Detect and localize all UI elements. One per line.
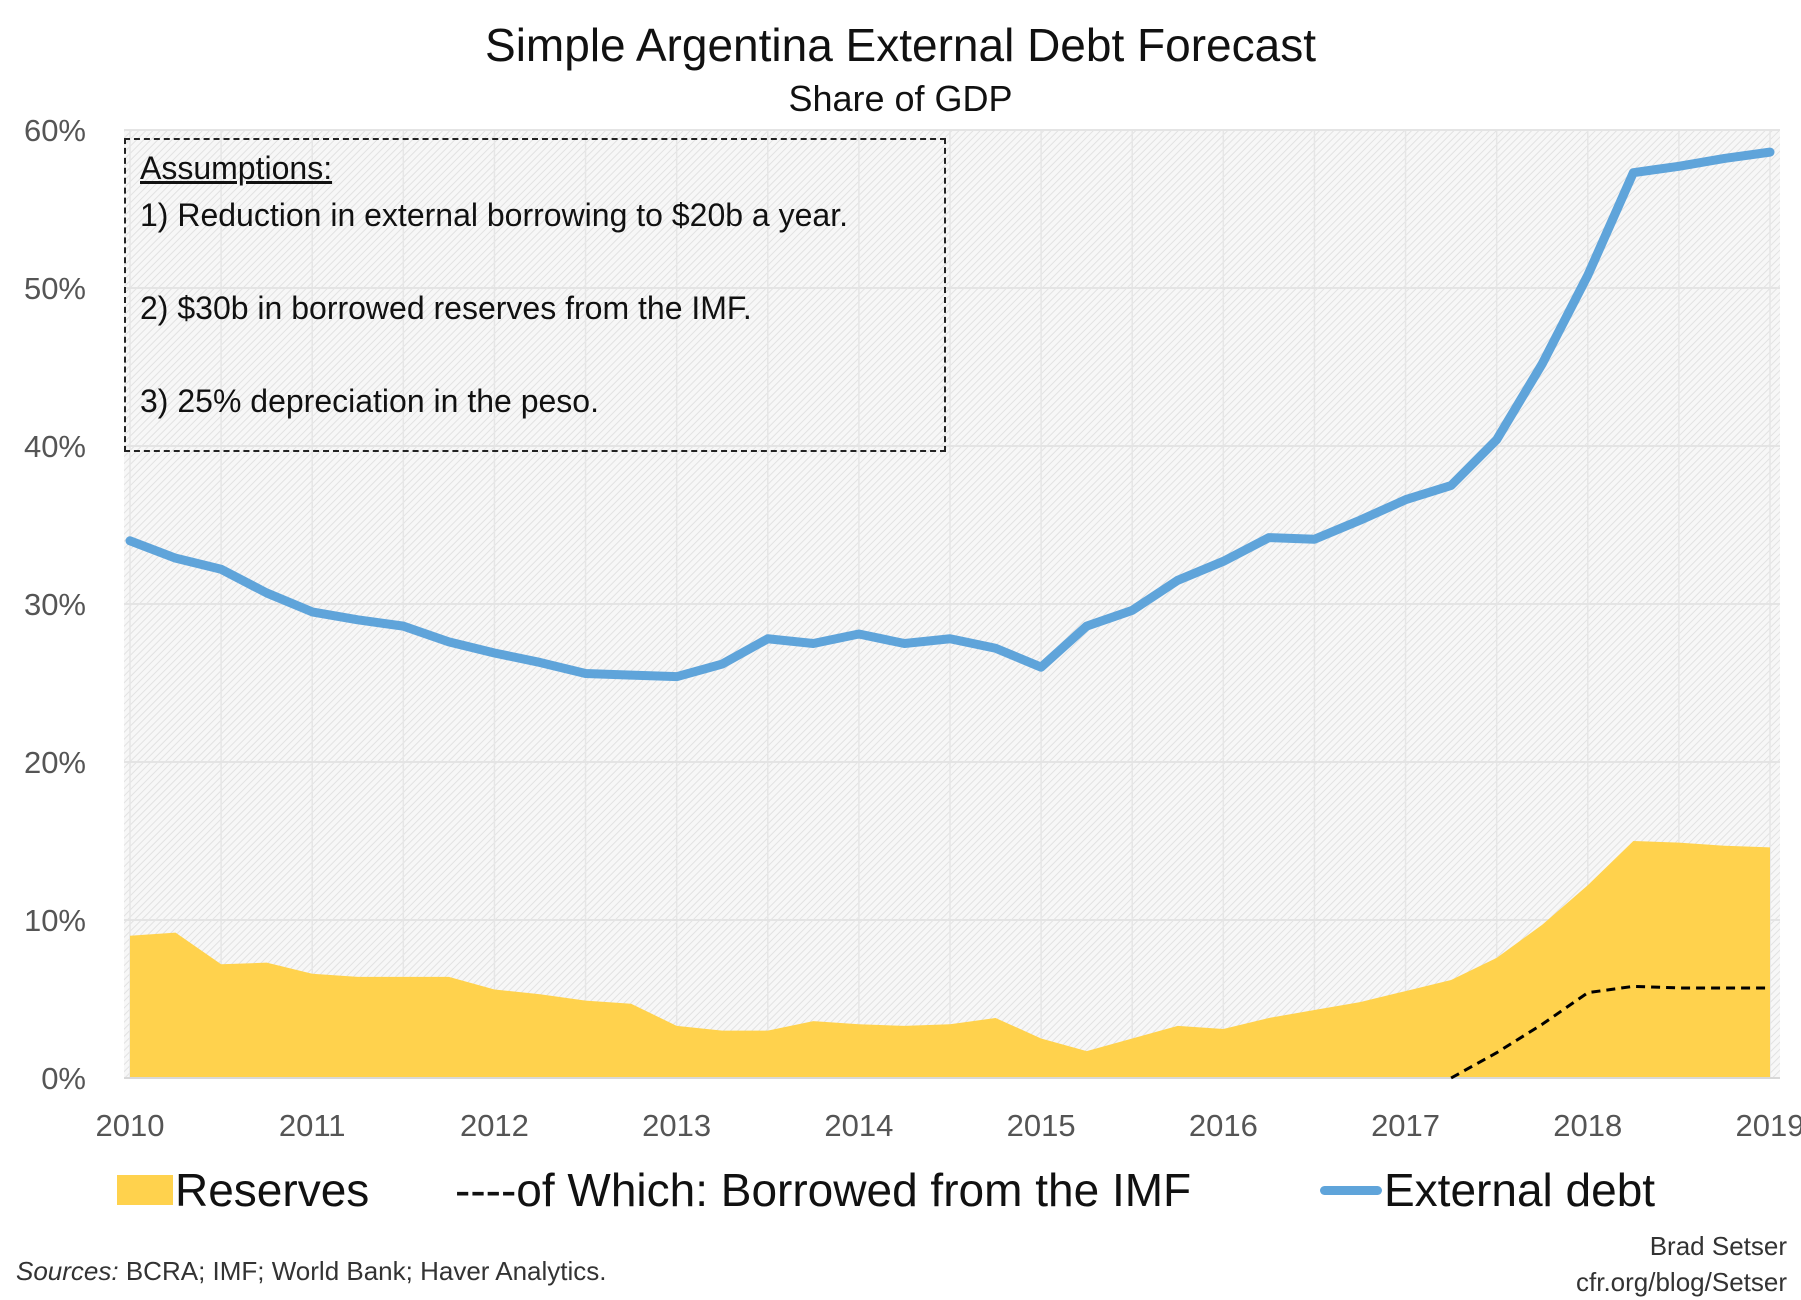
x-tick-label: 2018: [1553, 1108, 1622, 1143]
x-tick-label: 2015: [1007, 1108, 1076, 1143]
credit: Brad Setser cfr.org/blog/Setser: [1576, 1228, 1787, 1300]
y-tick-label: 0%: [41, 1061, 86, 1096]
legend-external-debt-label: External debt: [1384, 1163, 1655, 1217]
legend-reserves: Reserves: [117, 1163, 369, 1217]
y-tick-label: 20%: [24, 745, 86, 780]
x-tick-label: 2014: [824, 1108, 893, 1143]
x-tick-label: 2017: [1371, 1108, 1440, 1143]
legend-imf-label: ----of Which: Borrowed from the IMF: [455, 1163, 1191, 1217]
x-tick-label: 2019: [1736, 1108, 1801, 1143]
x-tick-label: 2012: [460, 1108, 529, 1143]
legend-imf: ----of Which: Borrowed from the IMF: [455, 1163, 1191, 1217]
x-tick-label: 2011: [279, 1108, 346, 1143]
x-tick-label: 2010: [96, 1108, 165, 1143]
assumptions-heading: Assumptions:: [140, 150, 332, 187]
blog-url[interactable]: cfr.org/blog/Setser: [1576, 1264, 1787, 1300]
y-tick-label: 40%: [24, 429, 86, 464]
legend-external-debt: External debt: [1320, 1163, 1655, 1217]
assumption-1: 1) Reduction in external borrowing to $2…: [140, 197, 848, 234]
y-tick-label: 10%: [24, 903, 86, 938]
external-debt-swatch-icon: [1320, 1186, 1382, 1195]
assumption-3: 3) 25% depreciation in the peso.: [140, 383, 599, 420]
assumptions-box: Assumptions: 1) Reduction in external bo…: [124, 138, 946, 452]
reserves-swatch-icon: [117, 1175, 173, 1205]
assumption-2: 2) $30b in borrowed reserves from the IM…: [140, 290, 752, 327]
y-tick-label: 60%: [24, 113, 86, 148]
x-tick-label: 2013: [642, 1108, 711, 1143]
author: Brad Setser: [1576, 1228, 1787, 1264]
sources-note: Sources: BCRA; IMF; World Bank; Haver An…: [16, 1256, 607, 1287]
legend-reserves-label: Reserves: [175, 1163, 369, 1217]
sources-text: BCRA; IMF; World Bank; Haver Analytics.: [119, 1256, 607, 1286]
x-tick-label: 2016: [1189, 1108, 1258, 1143]
y-tick-label: 50%: [24, 271, 86, 306]
y-tick-label: 30%: [24, 587, 86, 622]
sources-label: Sources:: [16, 1256, 119, 1286]
